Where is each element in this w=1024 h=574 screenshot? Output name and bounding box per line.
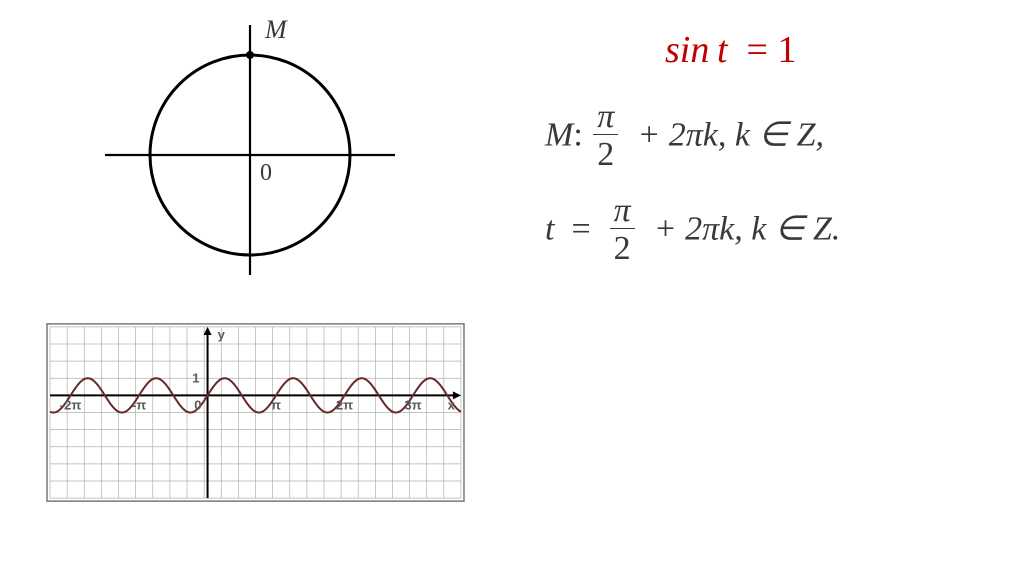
svg-text:y: y xyxy=(218,327,226,342)
equation-line-2: t = π 2 + 2πk, k ∈ Z. xyxy=(545,194,840,270)
svg-text:-2π: -2π xyxy=(60,397,82,412)
svg-text:x: x xyxy=(448,397,456,412)
unit-circle-diagram: M0 xyxy=(100,20,400,280)
svg-text:3π: 3π xyxy=(404,397,421,412)
svg-text:0: 0 xyxy=(260,160,272,186)
var-t: t xyxy=(717,29,728,71)
equation-block: sin t = 1 M: π 2 + 2πk, k ∈ Z, t = π 2 +… xyxy=(545,28,840,270)
prefix-t: t xyxy=(545,211,554,248)
fraction-1: π 2 xyxy=(593,100,618,176)
svg-text:1: 1 xyxy=(192,370,199,385)
svg-text:π: π xyxy=(271,397,281,412)
prefix-M: M xyxy=(545,117,573,154)
equation-title: sin t = 1 xyxy=(665,28,840,72)
equation-line-1: M: π 2 + 2πk, k ∈ Z, xyxy=(545,100,840,176)
svg-text:0: 0 xyxy=(194,397,201,412)
tail-1: + 2πk, k ∈ Z, xyxy=(637,117,824,154)
fraction-2: π 2 xyxy=(610,194,635,270)
svg-text:2π: 2π xyxy=(336,397,353,412)
svg-text:M: M xyxy=(264,20,288,44)
sine-graph: y x 1 0 -2π -π π 2π 3π xyxy=(45,320,466,505)
tail-2: + 2πk, k ∈ Z. xyxy=(654,211,841,248)
sin-text: sin xyxy=(665,29,709,71)
svg-text:-π: -π xyxy=(132,397,146,412)
eq-one: = 1 xyxy=(747,29,797,71)
